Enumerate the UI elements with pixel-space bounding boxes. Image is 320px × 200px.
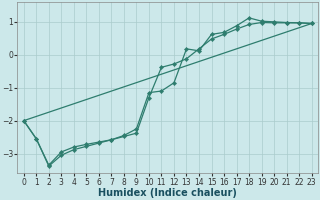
X-axis label: Humidex (Indice chaleur): Humidex (Indice chaleur) [98, 188, 237, 198]
